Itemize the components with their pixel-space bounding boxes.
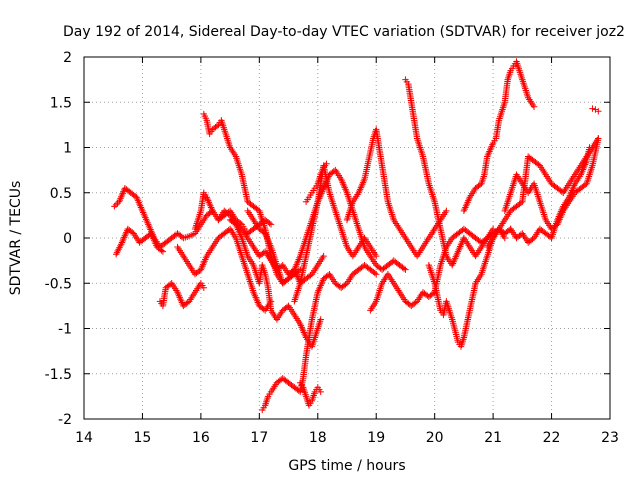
- x-tick-label: 15: [134, 430, 152, 446]
- series-track-r: [460, 58, 538, 215]
- x-tick-label: 18: [309, 430, 327, 446]
- y-axis-label: SDTVAR / TECUs: [8, 181, 24, 296]
- x-tick-label: 19: [367, 430, 385, 446]
- series-track-j: [297, 379, 324, 409]
- y-tick-label: -1.5: [45, 367, 72, 383]
- series-track-v: [589, 105, 602, 115]
- series-track-b: [112, 225, 167, 258]
- data-point: [402, 266, 409, 273]
- x-tick-label: 20: [426, 430, 444, 446]
- data-point: [114, 200, 121, 207]
- data-point: [213, 122, 221, 130]
- data-point: [400, 265, 408, 272]
- series-track-p: [402, 76, 508, 269]
- series-track-c: [156, 280, 208, 310]
- data-point: [111, 203, 118, 210]
- data-points: [111, 58, 602, 414]
- y-tick-label: 1.5: [50, 95, 72, 111]
- data-point: [200, 284, 208, 291]
- data-point: [586, 144, 593, 151]
- chart-title: Day 192 of 2014, Sidereal Day-to-day VTE…: [63, 24, 625, 40]
- series-track-o: [367, 225, 497, 314]
- data-point: [530, 103, 538, 110]
- x-axis-label: GPS time / hours: [288, 458, 405, 474]
- data-point: [159, 248, 167, 255]
- data-point: [267, 221, 275, 228]
- y-tick-label: 0: [63, 231, 72, 247]
- data-point: [589, 105, 596, 112]
- series-track-i: [259, 261, 380, 414]
- y-tick-label: -0.5: [45, 276, 72, 292]
- data-point: [595, 135, 602, 142]
- x-tick-label: 16: [192, 430, 210, 446]
- x-tick-label: 23: [601, 430, 619, 446]
- series-track-q: [425, 225, 514, 350]
- x-tick-label: 14: [75, 430, 93, 446]
- x-tick-label: 17: [250, 430, 268, 446]
- data-point: [595, 108, 602, 115]
- axis-ticks: 14 15 16 17 18 19 20 21 22 23 -2 -1.5 -1 -0.5 0 0.5 1 1.5…: [45, 50, 619, 446]
- data-point: [158, 247, 165, 254]
- data-point: [112, 201, 120, 209]
- y-tick-label: 1: [63, 141, 72, 157]
- data-point: [266, 220, 273, 227]
- data-point: [373, 271, 380, 278]
- y-tick-label: -1: [58, 322, 72, 338]
- series-track-n: [343, 126, 450, 260]
- data-point: [443, 207, 450, 215]
- data-point: [373, 252, 380, 260]
- series-track-u: [507, 144, 593, 246]
- data-point: [178, 233, 186, 241]
- series-track-k: [244, 166, 409, 287]
- x-tick-label: 21: [484, 430, 502, 446]
- data-point: [317, 388, 324, 396]
- y-tick-label: 0.5: [50, 186, 72, 202]
- y-tick-label: -2: [58, 412, 72, 428]
- x-tick-label: 22: [543, 430, 561, 446]
- data-point: [317, 316, 324, 323]
- series-track-m: [302, 160, 330, 205]
- data-point: [323, 160, 330, 167]
- series-track-l: [291, 162, 380, 305]
- data-point: [371, 269, 378, 277]
- series-track-h: [226, 216, 324, 350]
- y-tick-label: 2: [63, 50, 72, 66]
- data-point: [320, 252, 327, 260]
